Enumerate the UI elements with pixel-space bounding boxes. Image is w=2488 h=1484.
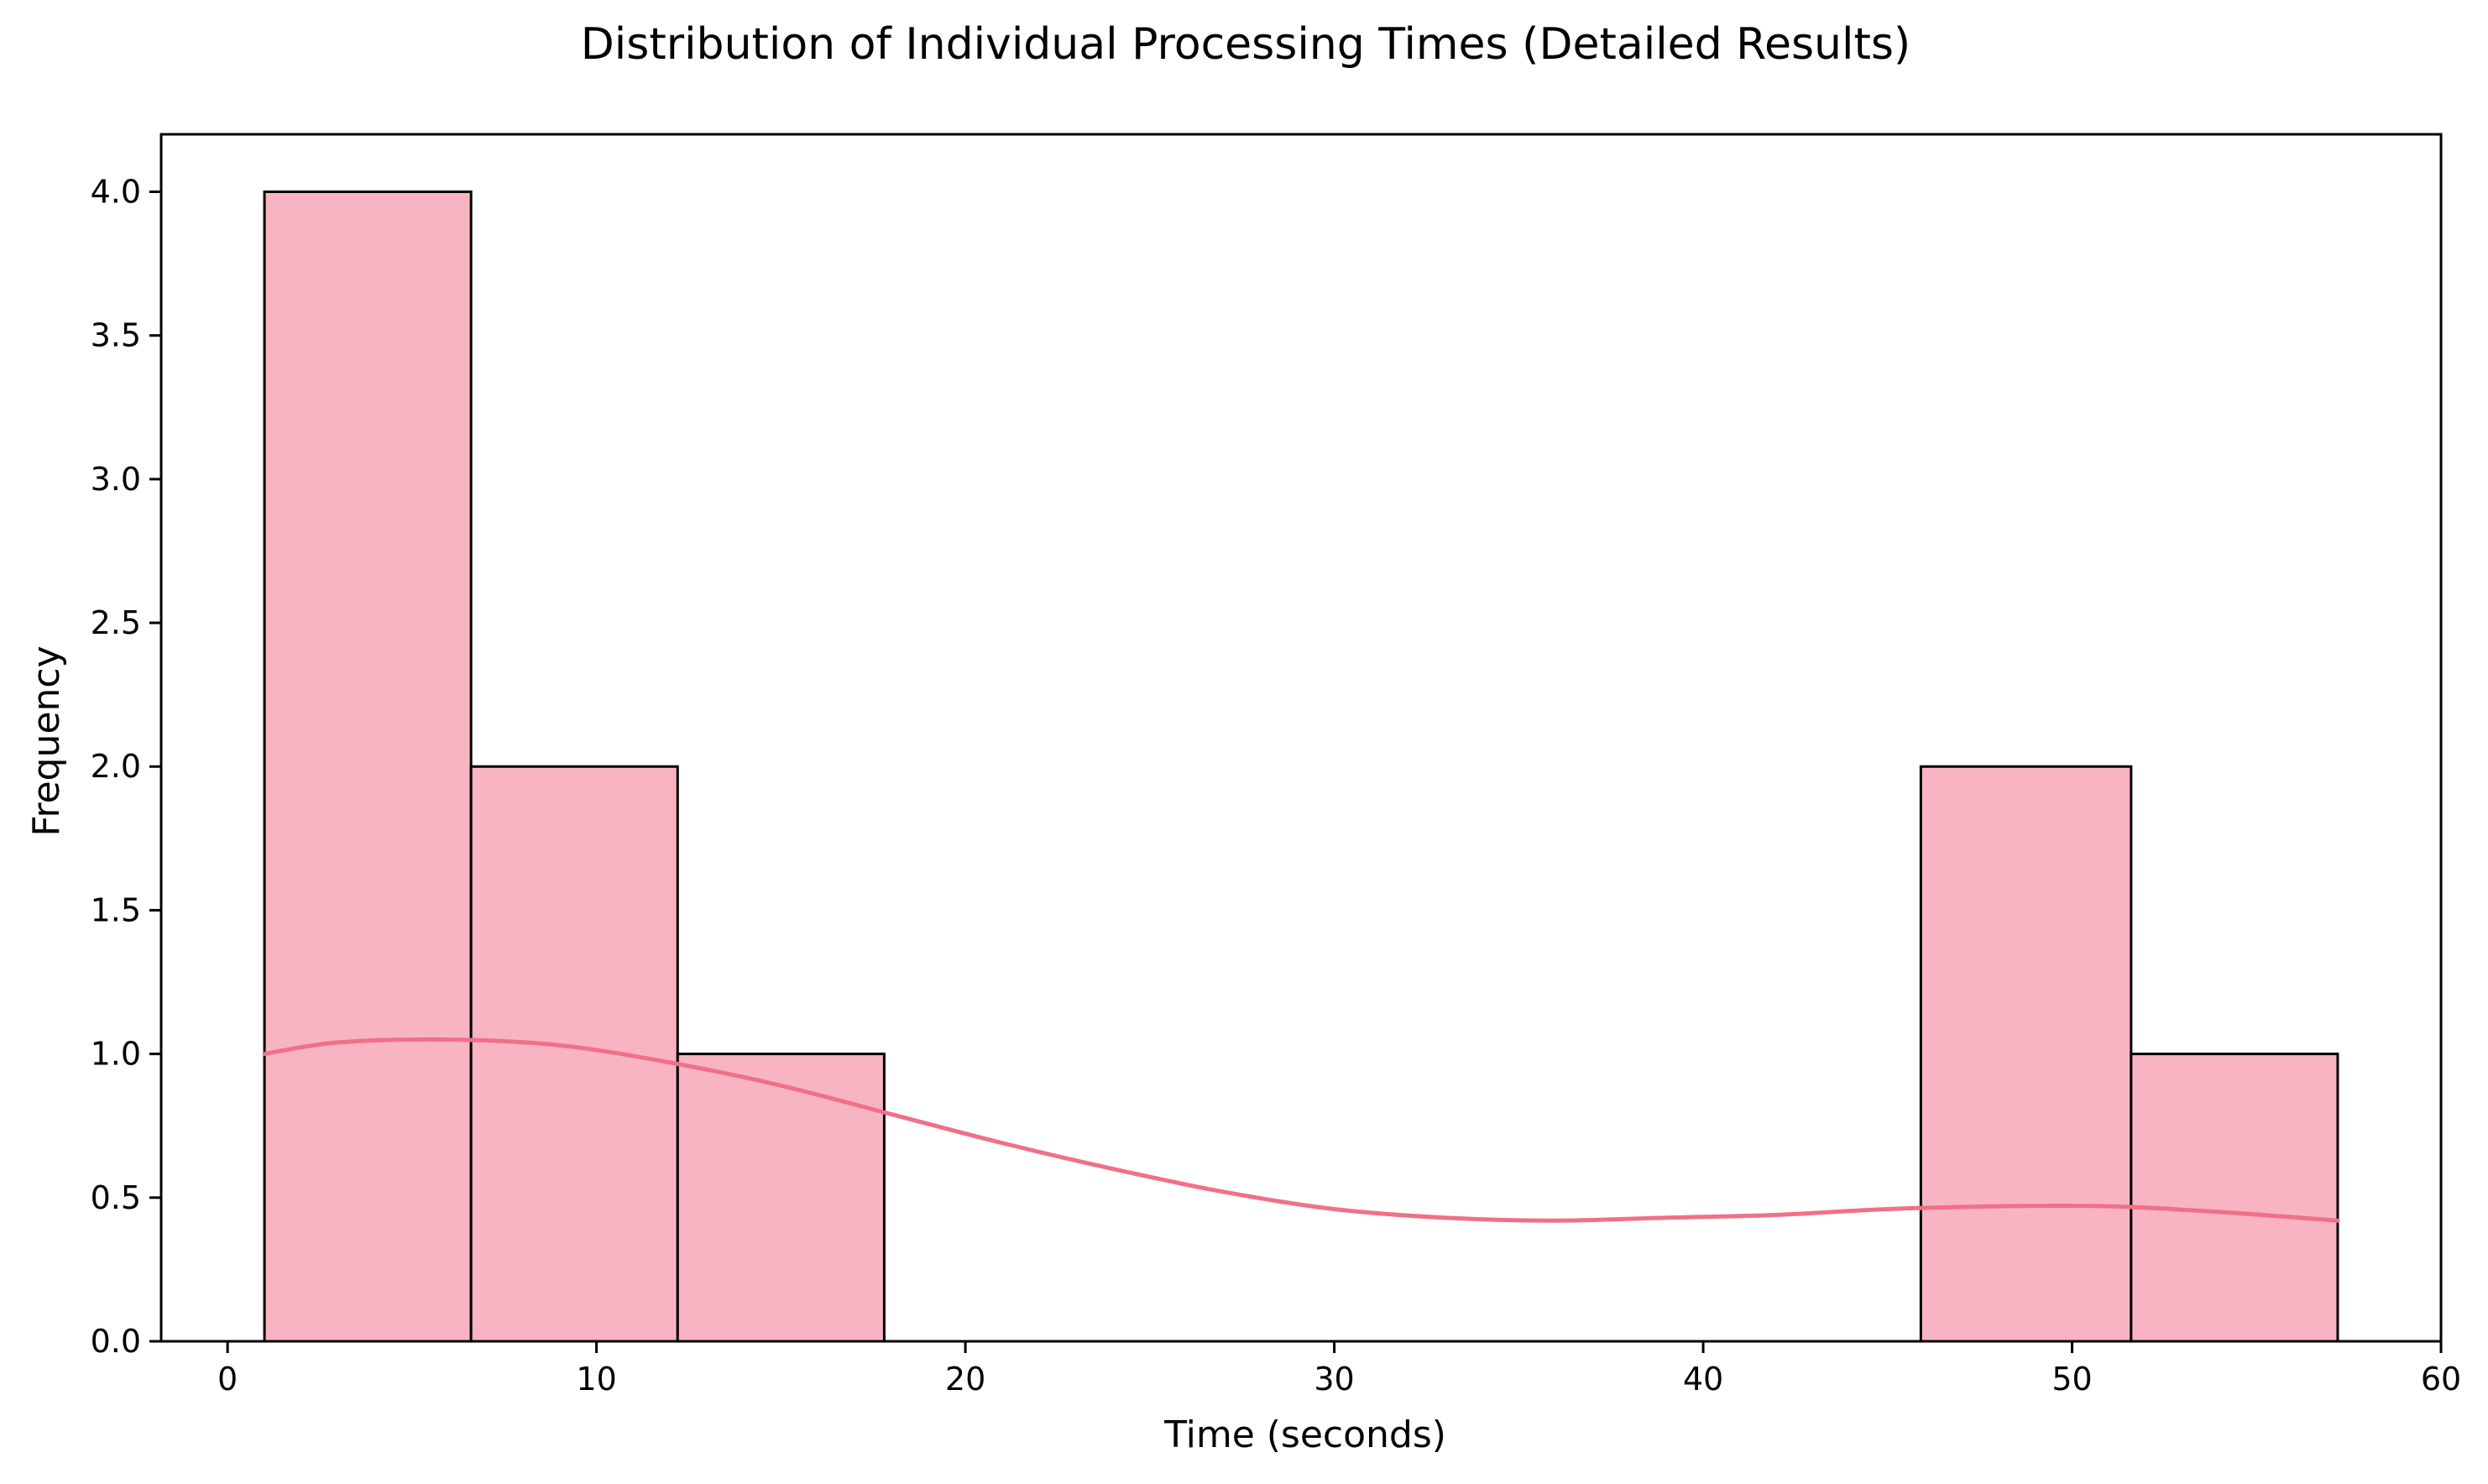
- y-tick-label: 4.0: [91, 173, 141, 210]
- y-tick-label: 3.5: [91, 317, 141, 354]
- chart-title: Distribution of Individual Processing Ti…: [581, 19, 1910, 70]
- x-tick-label: 20: [945, 1361, 985, 1398]
- x-tick-label: 40: [1683, 1361, 1723, 1398]
- histogram-bar: [676, 1053, 886, 1343]
- x-tick-label: 60: [2421, 1361, 2461, 1398]
- y-axis-label: Frequency: [25, 645, 68, 836]
- x-tick-label: 30: [1314, 1361, 1354, 1398]
- histogram-bar: [1919, 765, 2133, 1343]
- ticks-layer: 0 10 20 30 40 50 60 0.0 0.5 1.0 1.5 2.0 2.5 3.0 3.5 4.0: [91, 173, 2462, 1398]
- x-tick-label: 0: [217, 1361, 238, 1398]
- axes-layer: [159, 133, 2443, 1343]
- bars-layer: [263, 190, 2339, 1343]
- y-tick-label: 2.0: [91, 748, 141, 785]
- histogram-bar: [2130, 1053, 2339, 1343]
- histogram-bar: [263, 190, 473, 1343]
- y-tick-label: 0.5: [91, 1179, 141, 1216]
- plot-frame: [159, 133, 2443, 1343]
- kde-curve: [262, 1037, 2340, 1223]
- x-axis-label: Time (seconds): [1163, 1413, 1446, 1456]
- y-tick-label: 1.5: [91, 891, 141, 928]
- y-tick-label: 0.0: [91, 1323, 141, 1360]
- kde-layer: [262, 1037, 2340, 1223]
- x-tick-label: 50: [2052, 1361, 2092, 1398]
- y-tick-label: 3.0: [91, 461, 141, 498]
- y-tick-label: 2.5: [91, 604, 141, 641]
- x-tick-label: 10: [576, 1361, 616, 1398]
- y-tick-label: 1.0: [91, 1036, 141, 1073]
- histogram-bar: [469, 765, 679, 1343]
